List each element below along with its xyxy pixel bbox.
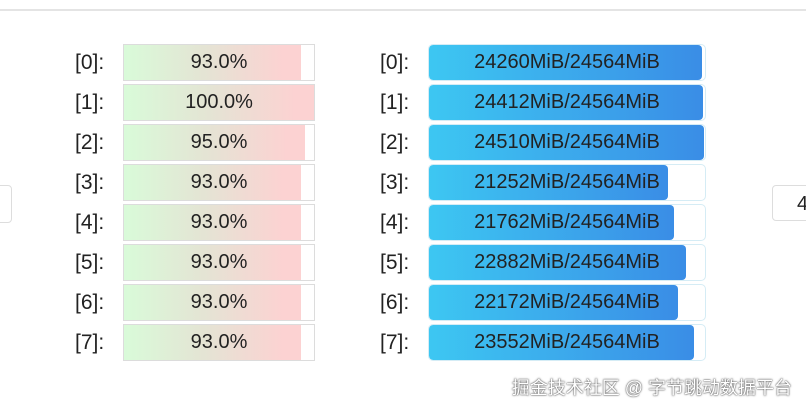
mem-fill bbox=[429, 45, 702, 80]
mem-fill bbox=[429, 205, 674, 240]
index-label: [6]: bbox=[380, 291, 410, 314]
index-label: [0]: bbox=[380, 51, 410, 74]
index-label: [1]: bbox=[75, 91, 105, 114]
mem-bar: 22882MiB/24564MiB bbox=[428, 244, 706, 281]
util-fill bbox=[124, 125, 305, 160]
mem-bar: 21252MiB/24564MiB bbox=[428, 164, 706, 201]
util-fill bbox=[124, 325, 301, 360]
index-label: [1]: bbox=[380, 91, 410, 114]
mem-bar: 24510MiB/24564MiB bbox=[428, 124, 706, 161]
index-label: [5]: bbox=[75, 251, 105, 274]
mem-value: 23552MiB/24564MiB bbox=[474, 331, 660, 353]
mem-bar: 24412MiB/24564MiB bbox=[428, 84, 706, 121]
index-label: [7]: bbox=[380, 331, 410, 354]
util-fill bbox=[124, 285, 301, 320]
util-fill bbox=[124, 45, 301, 80]
util-value: 95.0% bbox=[190, 131, 248, 153]
util-fill bbox=[124, 85, 314, 120]
mem-value: 24510MiB/24564MiB bbox=[474, 131, 660, 153]
util-fill bbox=[124, 205, 301, 240]
util-value: 93.0% bbox=[190, 331, 248, 353]
util-bar: 93.0% bbox=[123, 324, 315, 361]
index-label: [0]: bbox=[75, 51, 105, 74]
edge-text: 4 bbox=[797, 193, 806, 215]
index-label: [3]: bbox=[380, 171, 410, 194]
watermark: 掘金技术社区 @ 字节跳动数据平台 bbox=[511, 378, 792, 398]
mem-fill bbox=[429, 125, 705, 160]
next-button[interactable]: 4 bbox=[772, 185, 806, 221]
mem-fill bbox=[429, 85, 704, 120]
mem-bar: 22172MiB/24564MiB bbox=[428, 284, 706, 321]
mem-fill bbox=[429, 245, 687, 280]
mem-value: 22172MiB/24564MiB bbox=[474, 291, 660, 313]
index-label: [2]: bbox=[75, 131, 105, 154]
index-label: [4]: bbox=[380, 211, 410, 234]
util-value: 93.0% bbox=[190, 251, 248, 273]
index-label: [2]: bbox=[380, 131, 410, 154]
mem-value: 21252MiB/24564MiB bbox=[474, 171, 660, 193]
mem-bar: 21762MiB/24564MiB bbox=[428, 204, 706, 241]
util-bar: 93.0% bbox=[123, 164, 315, 201]
mem-value: 24412MiB/24564MiB bbox=[474, 91, 660, 113]
mem-value: 21762MiB/24564MiB bbox=[474, 211, 660, 233]
index-label: [5]: bbox=[380, 251, 410, 274]
util-fill bbox=[124, 165, 301, 200]
util-bar: 95.0% bbox=[123, 124, 315, 161]
divider bbox=[0, 9, 806, 11]
mem-fill bbox=[429, 165, 668, 200]
mem-fill bbox=[429, 285, 679, 320]
mem-fill bbox=[429, 325, 694, 360]
util-value: 93.0% bbox=[190, 51, 248, 73]
util-bar: 100.0% bbox=[123, 84, 315, 121]
util-value: 93.0% bbox=[190, 211, 248, 233]
mem-bar: 24260MiB/24564MiB bbox=[428, 44, 706, 81]
prev-button[interactable] bbox=[0, 185, 12, 223]
index-label: [6]: bbox=[75, 291, 105, 314]
mem-bar: 23552MiB/24564MiB bbox=[428, 324, 706, 361]
util-value: 93.0% bbox=[190, 171, 248, 193]
util-fill bbox=[124, 245, 301, 280]
util-bar: 93.0% bbox=[123, 204, 315, 241]
util-value: 93.0% bbox=[190, 291, 248, 313]
index-label: [3]: bbox=[75, 171, 105, 194]
util-bar: 93.0% bbox=[123, 244, 315, 281]
util-bar: 93.0% bbox=[123, 284, 315, 321]
mem-value: 22882MiB/24564MiB bbox=[474, 251, 660, 273]
util-value: 100.0% bbox=[185, 91, 253, 113]
mem-value: 24260MiB/24564MiB bbox=[474, 51, 660, 73]
index-label: [7]: bbox=[75, 331, 105, 354]
index-label: [4]: bbox=[75, 211, 105, 234]
util-bar: 93.0% bbox=[123, 44, 315, 81]
